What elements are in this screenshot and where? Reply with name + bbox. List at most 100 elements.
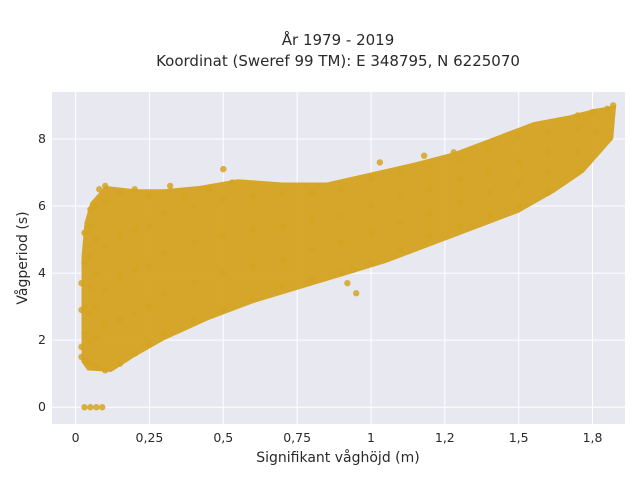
data-point <box>338 212 345 220</box>
x-tick-label: 0,5 <box>213 430 233 445</box>
data-point <box>81 357 88 364</box>
data-point <box>93 236 100 243</box>
y-tick-label: 2 <box>38 332 46 347</box>
data-point <box>485 169 493 176</box>
y-tick-label: 8 <box>38 131 46 146</box>
data-point <box>87 360 94 367</box>
data-point <box>146 222 153 230</box>
data-point <box>485 145 493 153</box>
data-point <box>190 279 197 287</box>
point-cloud <box>81 105 617 373</box>
data-point <box>609 102 617 109</box>
data-point <box>338 186 345 193</box>
data-point <box>93 303 100 310</box>
data-point <box>592 129 599 136</box>
data-point <box>87 206 94 213</box>
data-point <box>545 129 552 136</box>
y-tick-labels: 0 2 4 6 8 <box>38 131 46 414</box>
data-point <box>166 182 174 190</box>
data-point <box>161 209 168 216</box>
data-point <box>101 182 109 190</box>
data-point <box>344 279 351 287</box>
data-point <box>131 226 138 233</box>
data-point <box>220 269 227 277</box>
data-point <box>81 259 88 267</box>
data-point <box>146 340 153 347</box>
chart-title-line1: År 1979 - 2019 <box>282 30 395 49</box>
data-point <box>574 112 581 119</box>
data-point <box>249 263 257 270</box>
data-point <box>190 202 197 210</box>
data-point <box>426 233 434 240</box>
data-point <box>101 243 109 250</box>
data-point <box>101 367 109 374</box>
data-point <box>545 169 552 176</box>
data-point <box>131 266 138 273</box>
data-point <box>87 336 94 344</box>
data-point <box>485 189 493 196</box>
data-point <box>81 229 88 237</box>
data-point <box>515 159 522 166</box>
data-point <box>116 233 124 240</box>
data-point <box>249 226 257 233</box>
data-point <box>146 263 153 270</box>
x-tick-labels: 0 0,25 0,5 0,75 1 1,2 1,5 1,8 <box>72 430 603 445</box>
data-point <box>515 202 522 210</box>
data-point <box>99 404 106 411</box>
data-point <box>78 279 85 287</box>
data-point <box>220 233 227 240</box>
data-point <box>190 316 197 324</box>
data-point <box>353 290 360 297</box>
data-point <box>308 216 316 223</box>
data-point <box>308 189 316 196</box>
data-point <box>87 283 94 290</box>
data-point <box>350 266 357 273</box>
data-point <box>93 202 100 210</box>
data-point <box>116 360 124 367</box>
data-point <box>116 273 124 280</box>
data-point <box>87 222 94 230</box>
y-axis-title: Vågperiod (s) <box>14 211 31 304</box>
data-point <box>181 192 189 200</box>
data-point <box>87 310 94 317</box>
data-point <box>604 105 611 112</box>
data-point <box>220 306 227 314</box>
y-tick-label: 4 <box>38 265 46 280</box>
data-point <box>116 189 124 196</box>
data-point <box>93 404 100 411</box>
data-point <box>397 192 404 200</box>
data-point <box>367 202 375 210</box>
data-point <box>574 169 581 176</box>
data-point <box>367 175 375 183</box>
data-point <box>515 179 522 186</box>
data-point <box>116 316 124 324</box>
data-point <box>161 249 168 257</box>
data-point <box>545 189 552 196</box>
data-point <box>279 283 286 290</box>
data-point <box>93 333 100 341</box>
y-tick-label: 6 <box>38 198 46 213</box>
data-points <box>78 102 617 411</box>
data-point <box>87 253 94 260</box>
data-point <box>515 132 522 139</box>
data-point <box>338 269 345 277</box>
data-point <box>308 276 316 283</box>
data-point <box>249 296 257 304</box>
data-point <box>367 259 375 267</box>
data-point <box>131 186 138 193</box>
data-point <box>220 165 227 173</box>
data-point <box>397 246 404 253</box>
x-tick-label: 0,75 <box>283 430 311 445</box>
data-point <box>545 149 552 156</box>
data-point <box>249 192 257 200</box>
data-point <box>228 179 236 186</box>
data-point <box>420 152 428 159</box>
data-point <box>308 246 316 253</box>
data-point <box>426 162 434 169</box>
chart-title-line2: Koordinat (Sweref 99 TM): E 348795, N 62… <box>156 52 520 70</box>
data-point <box>131 350 138 357</box>
data-point <box>456 222 463 230</box>
data-point <box>426 209 434 216</box>
